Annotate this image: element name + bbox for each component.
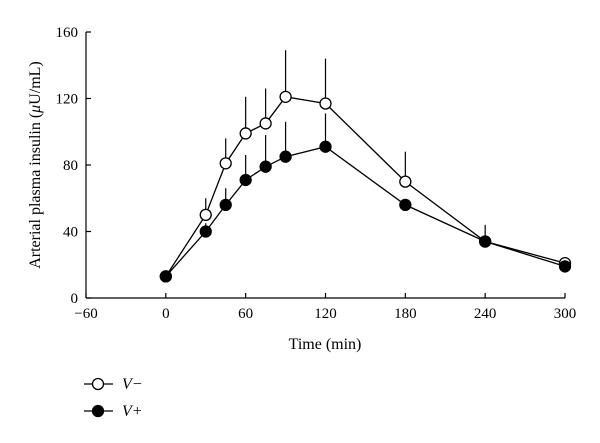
- x-tick-label: 60: [238, 306, 253, 322]
- data-point-v-minus: [199, 208, 212, 222]
- data-point-v-plus: [558, 260, 572, 273]
- legend-label-v-plus: V+: [122, 403, 143, 420]
- legend: V− V+: [84, 376, 143, 420]
- legend-marker-open-circle: [91, 377, 105, 391]
- data-point-v-plus: [239, 173, 252, 187]
- data-point-v-minus: [259, 117, 272, 130]
- x-tick-label: −60: [74, 306, 97, 322]
- data-point-v-plus: [279, 150, 292, 163]
- x-tick-label: 120: [314, 306, 337, 322]
- x-tick-label: 0: [162, 306, 170, 322]
- legend-label-v-minus: V−: [122, 376, 143, 393]
- data-point-v-plus: [479, 235, 492, 248]
- legend-item-v-plus: V+: [84, 403, 143, 420]
- y-axis-label-main: Arterial plasma insulin (: [27, 113, 44, 269]
- legend-item-v-minus: V−: [84, 376, 143, 393]
- legend-marker-filled-circle: [91, 404, 105, 418]
- y-tick-label: 160: [56, 25, 79, 41]
- series-lines: [165, 96, 566, 277]
- data-point-v-minus: [219, 157, 232, 170]
- data-point-v-minus: [239, 127, 252, 140]
- y-axis-label-unit: U/mL): [27, 61, 44, 105]
- data-point-v-plus: [259, 160, 272, 173]
- y-tick-label: 80: [63, 158, 78, 174]
- data-point-v-plus: [199, 225, 212, 238]
- series-line-v-minus: [165, 96, 566, 277]
- y-tick-label: 40: [63, 225, 78, 241]
- x-tick-label: 240: [474, 306, 497, 322]
- data-point-v-plus: [159, 270, 172, 283]
- series-line-v-plus: [165, 146, 566, 277]
- error-bars: [205, 50, 566, 267]
- series-markers: [159, 90, 572, 283]
- y-tick-label: 0: [71, 291, 79, 307]
- x-axis-label: Time (min): [289, 336, 362, 353]
- y-tick-label: 120: [56, 92, 79, 108]
- data-point-v-minus: [399, 175, 412, 188]
- x-tick-label: 180: [394, 306, 417, 322]
- data-point-v-plus: [219, 198, 232, 212]
- data-point-v-minus: [319, 97, 332, 110]
- x-tick-label: 300: [554, 306, 577, 322]
- y-axis-label: Arterial plasma insulin (μU/mL): [27, 61, 44, 269]
- y-axis-label-mu: μ: [27, 105, 44, 114]
- data-point-v-minus: [279, 90, 292, 103]
- data-point-v-plus: [399, 198, 412, 212]
- data-point-v-plus: [319, 140, 332, 153]
